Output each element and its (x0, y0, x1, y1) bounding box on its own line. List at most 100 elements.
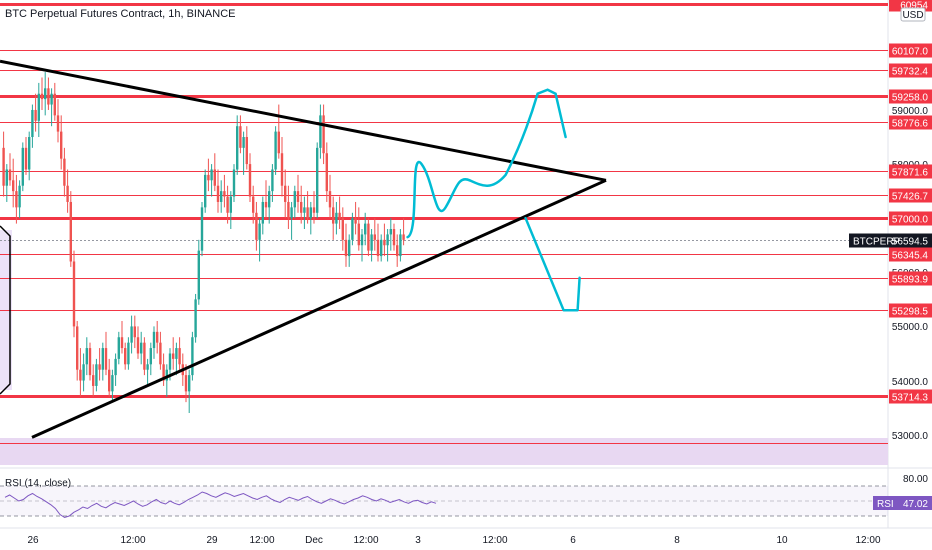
rsi-current-marker: RSI 47.02 (873, 496, 932, 510)
currency-toggle[interactable]: USD (900, 7, 926, 22)
candle-71 (229, 191, 232, 230)
candle-10 (34, 93, 37, 132)
candle-117 (376, 223, 380, 262)
candle-93 (300, 185, 303, 224)
level-label-text: 57000.0 (892, 215, 929, 226)
level-label-text: 53714.3 (892, 393, 929, 404)
candle-4 (15, 174, 18, 224)
candle-96 (309, 201, 312, 235)
candle-36 (117, 331, 120, 365)
candle-48 (156, 321, 159, 354)
candle-98 (316, 142, 319, 219)
horizontal-levels (0, 3, 888, 444)
candle-1 (5, 164, 8, 202)
level-label-9: 55893.9 (889, 271, 932, 286)
candle-0 (2, 131, 5, 197)
candle-16 (53, 82, 56, 121)
candle-124 (399, 229, 402, 262)
rsi-level-label: 80.00 (903, 474, 928, 485)
candle-104 (335, 201, 338, 235)
level-label-text: 58776.6 (892, 119, 929, 130)
level-label-text: 59258.0 (892, 93, 929, 104)
price-tick-0: 59000.0 (892, 106, 929, 117)
rsi-current-box (873, 496, 932, 510)
candle-50 (162, 353, 165, 386)
candle-62 (200, 201, 204, 257)
level-label-box (889, 303, 932, 318)
candle-87 (280, 137, 284, 197)
level-label-2: 59732.4 (889, 63, 932, 78)
level-label-text: 55893.9 (892, 275, 929, 286)
currency-box (900, 7, 926, 22)
candle-64 (207, 158, 210, 192)
candle-40 (130, 315, 133, 354)
candle-42 (136, 326, 140, 359)
candle-101 (325, 142, 328, 202)
candle-79 (255, 201, 258, 251)
trend-drawings (0, 59, 607, 439)
time-label-10: 10 (776, 535, 788, 546)
candle-29 (95, 358, 98, 392)
candle-81 (261, 196, 264, 235)
level-label-7: 57000.0 (889, 211, 932, 226)
time-axis: 26 12:00 29 12:00 Dec 12:00 3 12:00 6 8 10 12:00 (27, 535, 881, 546)
candle-46 (149, 342, 152, 376)
candle-97 (312, 191, 316, 224)
candle-58 (188, 369, 191, 414)
candle-20 (66, 169, 69, 213)
candle-72 (232, 164, 236, 202)
candle-89 (287, 185, 290, 230)
level-label-text: 59732.4 (892, 67, 929, 78)
candlestick-series (2, 72, 405, 414)
level-label-text: 55298.5 (892, 307, 929, 318)
candle-22 (72, 250, 76, 338)
price-tick-4: 54000.0 (892, 377, 929, 388)
candle-18 (60, 115, 63, 170)
level-label-10: 55298.5 (889, 303, 932, 318)
level-label-box (889, 115, 932, 130)
level-label-text: 57871.6 (892, 168, 929, 179)
candle-54 (175, 342, 178, 376)
candle-99 (319, 104, 322, 159)
candle-76 (245, 126, 248, 170)
candle-110 (354, 201, 357, 235)
level-label-box (889, 247, 932, 262)
candle-73 (236, 115, 239, 175)
candle-39 (127, 337, 130, 370)
lower-zone-shading (0, 438, 888, 465)
candle-65 (210, 164, 213, 197)
candle-33 (108, 358, 111, 397)
current-price-symbol: BTCPERP (853, 237, 901, 248)
candle-80 (258, 218, 261, 262)
candle-92 (296, 174, 300, 213)
current-price-box (849, 233, 932, 248)
candle-69 (223, 174, 226, 208)
candle-15 (50, 88, 53, 127)
triangle-upper-line (0, 59, 607, 182)
candle-120 (386, 229, 389, 262)
level-label-box (889, 63, 932, 78)
rsi-indicator-label: RSI (14, close) (5, 478, 71, 489)
candle-66 (213, 153, 216, 192)
current-price-value: 56594.5 (892, 237, 929, 248)
candle-44 (143, 337, 146, 376)
candle-91 (293, 185, 296, 219)
time-label-11: 12:00 (855, 535, 880, 546)
candle-67 (216, 169, 220, 213)
level-label-11: 53714.3 (889, 389, 932, 404)
candle-53 (172, 337, 175, 370)
time-label-8: 6 (570, 535, 576, 546)
candle-114 (367, 218, 370, 257)
candle-17 (56, 99, 60, 143)
candle-43 (140, 331, 143, 365)
rsi-current-value: 47.02 (903, 499, 928, 510)
time-label-9: 8 (674, 535, 680, 546)
candle-41 (133, 315, 136, 349)
candle-63 (204, 169, 207, 213)
candle-119 (383, 223, 386, 257)
candle-13 (44, 72, 47, 116)
candle-70 (226, 185, 229, 224)
candle-113 (364, 212, 367, 246)
level-label-1: 60107.0 (889, 43, 932, 58)
